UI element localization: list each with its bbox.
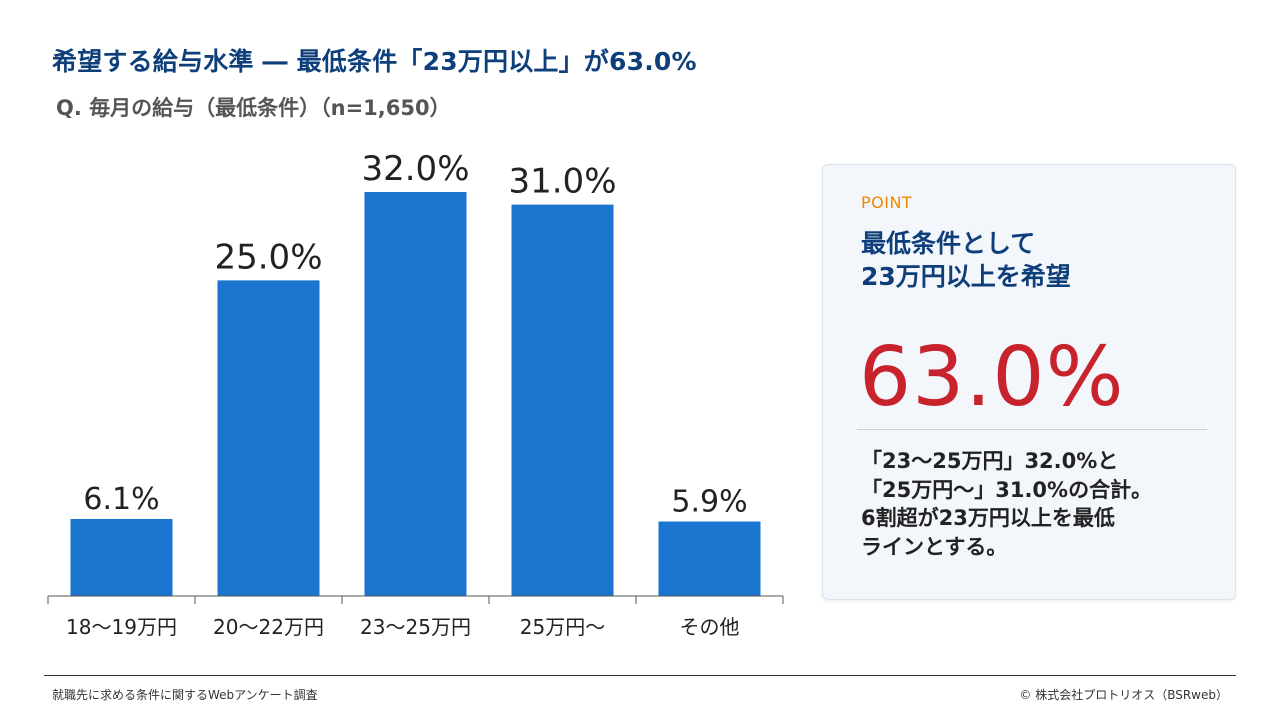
- category-label: 18〜19万円: [66, 615, 177, 639]
- point-body: 「23〜25万円」32.0%と 「25万円〜」31.0%の合計。 6割超が23万…: [861, 447, 1221, 561]
- bar: [658, 521, 761, 596]
- point-body-line: 6割超が23万円以上を最低: [861, 506, 1115, 531]
- point-heading-line: 23万円以上を希望: [861, 262, 1071, 291]
- point-heading-line: 最低条件として: [861, 229, 1036, 258]
- bar-value-label: 31.0%: [508, 162, 616, 202]
- footer-divider: [44, 675, 1236, 676]
- point-heading: 最低条件として 23万円以上を希望: [861, 227, 1221, 293]
- bar: [217, 280, 320, 596]
- footer-copyright: © 株式会社プロトリオス（BSRweb）: [1019, 688, 1228, 702]
- category-label: 23〜25万円: [360, 615, 471, 639]
- bar: [511, 204, 614, 596]
- point-body-line: 「23〜25万円」32.0%と: [861, 449, 1119, 473]
- bar: [364, 192, 467, 596]
- point-tag: POINT: [861, 193, 913, 212]
- point-body-line: 「25万円〜」31.0%の合計。: [861, 477, 1153, 502]
- page-title: 希望する給与水準 ― 最低条件「23万円以上」が63.0%: [52, 47, 697, 76]
- category-label: 20〜22万円: [213, 615, 324, 639]
- bar-value-label: 6.1%: [83, 482, 159, 517]
- bar: [70, 518, 173, 596]
- category-label: 25万円〜: [520, 615, 605, 639]
- point-big-value: 63.0%: [859, 330, 1125, 425]
- bar-value-label: 25.0%: [214, 237, 322, 277]
- bar-value-label: 32.0%: [361, 149, 469, 189]
- footer-source: 就職先に求める条件に関するWebアンケート調査: [52, 688, 318, 702]
- bar-value-label: 5.9%: [671, 485, 747, 520]
- point-card: POINT 最低条件として 23万円以上を希望 63.0% 「23〜25万円」3…: [822, 164, 1236, 600]
- bar-chart: 6.1% 25.0% 32.0% 31.0% 5.9% 18〜19万円 20〜22万円 23…: [47, 149, 784, 639]
- category-label: その他: [680, 615, 740, 639]
- point-body-line: ラインとする。: [861, 534, 1008, 559]
- question-subtitle: Q. 毎月の給与（最低条件）（n=1,650）: [56, 96, 451, 120]
- point-divider: [857, 429, 1207, 430]
